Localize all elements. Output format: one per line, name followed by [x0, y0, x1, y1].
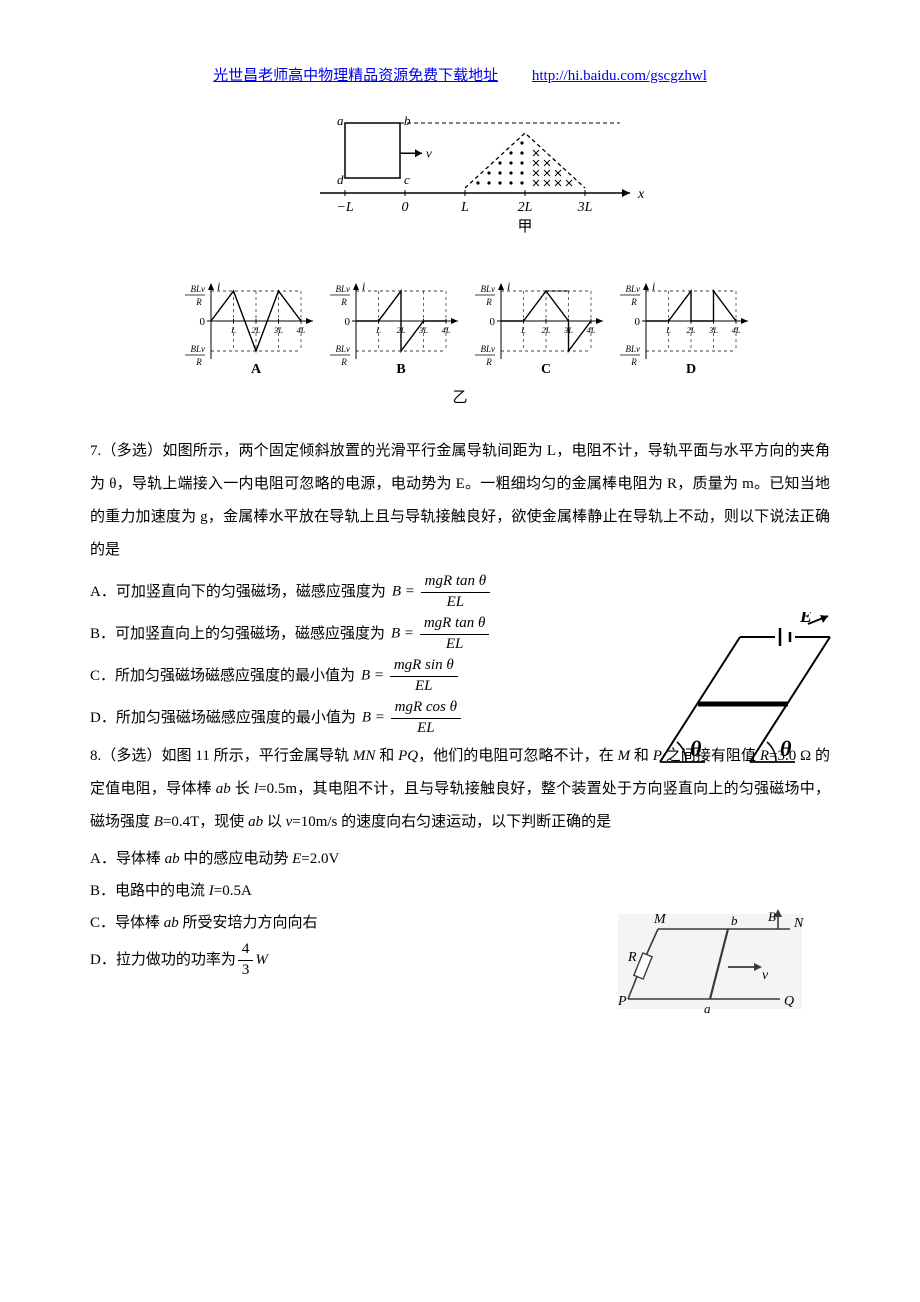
- q7-d-formula: B = mgR cos θEL: [362, 698, 463, 738]
- q7-b-text: B．可加竖直向上的匀强磁场，磁感应强度为: [90, 618, 385, 651]
- svg-text:R: R: [630, 357, 637, 367]
- svg-text:D: D: [685, 362, 695, 377]
- svg-text:BLv: BLv: [335, 284, 350, 294]
- svg-text:2L: 2L: [251, 325, 260, 335]
- svg-text:c: c: [404, 172, 410, 187]
- figure-main-svg: −L 0 L 2L 3L x a b d c v 甲: [250, 113, 670, 263]
- svg-text:v: v: [426, 145, 432, 160]
- svg-text:Q: Q: [784, 994, 794, 1009]
- svg-text:甲: 甲: [517, 219, 532, 235]
- svg-text:a: a: [337, 113, 344, 128]
- subplot-c: ixBLvRBLvR0L2L3L4LC: [463, 276, 603, 386]
- q7-a-formula: B = mgR tan θEL: [392, 572, 492, 612]
- q7-stem: 7.（多选）如图所示，两个固定倾斜放置的光滑平行金属导轨间距为 L，电阻不计，导…: [90, 435, 830, 567]
- svg-text:M: M: [653, 912, 667, 927]
- svg-text:R: R: [627, 950, 637, 965]
- svg-text:3L: 3L: [577, 200, 593, 215]
- svg-text:L: L: [375, 325, 381, 335]
- svg-text:BLv: BLv: [625, 284, 640, 294]
- svg-text:BLv: BLv: [190, 284, 205, 294]
- svg-text:C: C: [540, 362, 550, 377]
- svg-text:R: R: [340, 297, 347, 307]
- svg-text:A: A: [250, 362, 261, 377]
- svg-text:L: L: [460, 200, 469, 215]
- svg-text:BLv: BLv: [625, 344, 640, 354]
- svg-text:3L: 3L: [273, 325, 283, 335]
- svg-text:0: 0: [199, 316, 205, 328]
- svg-text:0: 0: [489, 316, 495, 328]
- svg-text:0: 0: [634, 316, 640, 328]
- svg-text:R: R: [195, 297, 202, 307]
- svg-text:v: v: [762, 968, 769, 983]
- svg-text:d: d: [337, 172, 344, 187]
- q8-options-block: A．导体棒 ab 中的感应电动势 E=2.0V B．电路中的电流 I=0.5A …: [90, 844, 830, 980]
- svg-text:3L: 3L: [708, 325, 718, 335]
- svg-text:B: B: [396, 362, 405, 377]
- header-site-link[interactable]: 光世昌老师高中物理精品资源免费下载地址: [213, 68, 498, 84]
- svg-text:b: b: [404, 113, 411, 128]
- svg-text:L: L: [665, 325, 671, 335]
- svg-text:E: E: [799, 612, 812, 626]
- svg-text:B: B: [768, 909, 776, 924]
- svg-text:4L: 4L: [441, 325, 450, 335]
- q7-option-a: A．可加竖直向下的匀强磁场，磁感应强度为 B = mgR tan θEL: [90, 572, 830, 612]
- q8-figure: Rb a M N P Q Bv: [610, 899, 810, 1019]
- q8-option-a: A．导体棒 ab 中的感应电动势 E=2.0V: [90, 844, 830, 874]
- figure-subplots-row: ixBLvRBLvR0L2L3L4LA ixBLvRBLvR0L2L3L4LB …: [90, 276, 830, 386]
- svg-text:θ: θ: [690, 736, 702, 761]
- svg-text:2L: 2L: [518, 200, 533, 215]
- svg-text:θ: θ: [780, 736, 792, 761]
- svg-text:x: x: [637, 187, 645, 202]
- svg-text:4L: 4L: [296, 325, 305, 335]
- svg-text:R: R: [630, 297, 637, 307]
- page-header: 光世昌老师高中物理精品资源免费下载地址 http://hi.baidu.com/…: [90, 60, 830, 93]
- svg-text:L: L: [520, 325, 526, 335]
- q7-c-text: C．所加匀强磁场磁感应强度的最小值为: [90, 660, 355, 693]
- svg-text:R: R: [485, 357, 492, 367]
- svg-text:−L: −L: [336, 200, 353, 215]
- svg-text:0: 0: [402, 200, 409, 215]
- svg-text:L: L: [230, 325, 236, 335]
- subplot-a: ixBLvRBLvR0L2L3L4LA: [173, 276, 313, 386]
- q7-a-text: A．可加竖直向下的匀强磁场，磁感应强度为: [90, 576, 386, 609]
- svg-text:N: N: [793, 916, 804, 931]
- svg-text:BLv: BLv: [480, 284, 495, 294]
- svg-text:R: R: [485, 297, 492, 307]
- svg-text:2L: 2L: [686, 325, 695, 335]
- subplot-d: ixBLvRBLvR0L2L3L4LD: [608, 276, 748, 386]
- svg-text:2L: 2L: [541, 325, 550, 335]
- q7-figure: Eθ θ: [630, 612, 840, 782]
- q7-b-formula: B = mgR tan θEL: [391, 614, 491, 654]
- svg-text:4L: 4L: [731, 325, 740, 335]
- svg-text:a: a: [704, 1001, 711, 1016]
- svg-text:BLv: BLv: [190, 344, 205, 354]
- svg-text:4L: 4L: [586, 325, 595, 335]
- svg-text:0: 0: [344, 316, 350, 328]
- q7-c-formula: B = mgR sin θEL: [361, 656, 460, 696]
- svg-text:R: R: [340, 357, 347, 367]
- svg-text:BLv: BLv: [335, 344, 350, 354]
- figure-q6-group: −L0L2L3Lxabdcv甲 ixBLvRBLvR0L2L3L4LA ixBL…: [90, 113, 830, 415]
- svg-text:P: P: [617, 994, 627, 1009]
- figure-caption-yi: 乙: [90, 382, 830, 415]
- header-url-link[interactable]: http://hi.baidu.com/gscgzhwl: [532, 68, 707, 84]
- svg-text:b: b: [731, 913, 738, 928]
- subplot-b: ixBLvRBLvR0L2L3L4LB: [318, 276, 458, 386]
- q7-d-text: D．所加匀强磁场磁感应强度的最小值为: [90, 702, 356, 735]
- svg-text:R: R: [195, 357, 202, 367]
- q7-options-block: A．可加竖直向下的匀强磁场，磁感应强度为 B = mgR tan θEL B．可…: [90, 572, 830, 738]
- svg-text:BLv: BLv: [480, 344, 495, 354]
